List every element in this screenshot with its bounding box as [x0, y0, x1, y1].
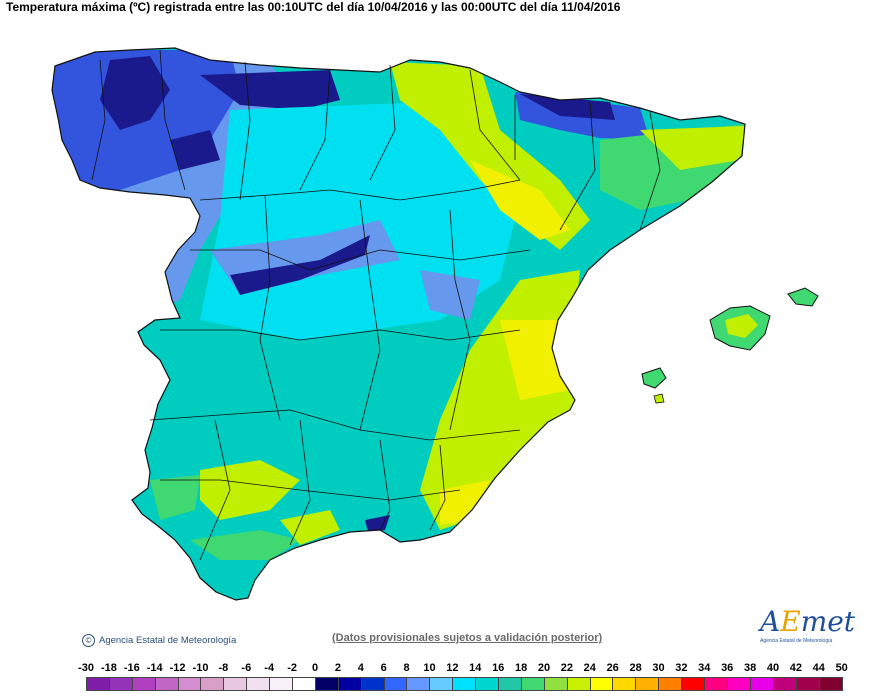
legend-label: 40	[766, 662, 780, 674]
legend-label: 32	[675, 662, 688, 674]
legend-swatch	[178, 678, 202, 690]
legend-label: -4	[264, 662, 275, 674]
legend-labels: -30 -18 -16 -14 -12 -10 -8 -6 -4 -2 0 2 4 6 8 10 12 14 16 1…	[78, 662, 856, 676]
legend-swatch	[773, 678, 797, 690]
legend-swatch	[727, 678, 751, 690]
spain-map-svg	[51, 47, 819, 601]
legend-label: 10	[423, 662, 436, 674]
legend-label: -6	[241, 662, 252, 674]
legend-label: 44	[812, 662, 825, 674]
legend-label: 12	[446, 662, 459, 674]
balearic-islands	[641, 287, 819, 404]
legend-label: -30	[78, 662, 94, 674]
legend-label: 18	[514, 662, 528, 674]
legend-swatch	[682, 678, 706, 690]
legend-label: 30	[652, 662, 665, 674]
legend-label: 26	[606, 662, 619, 674]
legend-swatch	[453, 678, 477, 690]
legend-swatch	[613, 678, 637, 690]
legend-label: 16	[492, 662, 505, 674]
legend-label: -18	[100, 662, 117, 674]
legend-swatch	[544, 678, 568, 690]
legend-label: -2	[287, 662, 297, 674]
legend-swatch	[361, 678, 385, 690]
legend-swatch	[247, 678, 271, 690]
legend-swatch	[476, 678, 500, 690]
legend-swatch	[270, 678, 294, 690]
legend-label: 50	[835, 662, 848, 674]
legend-swatch	[659, 678, 683, 690]
legend-swatch	[750, 678, 774, 690]
legend-swatch	[224, 678, 248, 690]
legend-label: 38	[743, 662, 757, 674]
legend-swatch	[293, 678, 316, 690]
legend-swatch	[132, 678, 156, 690]
legend-label: 14	[469, 662, 482, 674]
legend-swatch	[430, 678, 454, 690]
copyright-icon: ©	[82, 634, 95, 647]
legend-swatch	[384, 678, 408, 690]
temperature-map	[0, 20, 870, 620]
legend-label: -14	[146, 662, 163, 674]
legend-swatch	[155, 678, 179, 690]
legend-label: 4	[357, 662, 364, 674]
legend-label: 0	[311, 662, 319, 674]
aemet-logo-subtitle: Agencia Estatal de Meteorología	[760, 638, 833, 644]
legend-swatch	[109, 678, 133, 690]
map-title: Temperatura máxima (ºC) registrada entre…	[6, 0, 621, 14]
legend-label: 36	[721, 662, 734, 674]
legend-label: 34	[698, 662, 711, 674]
legend-swatch	[567, 678, 591, 690]
aemet-logo-text: AEmet	[760, 605, 856, 638]
agency-credit: © Agencia Estatal de Meteorología	[82, 634, 236, 647]
legend-label: 8	[403, 662, 410, 674]
legend-swatch	[87, 678, 110, 690]
legend-label: 42	[789, 662, 803, 674]
legend-label: -10	[192, 662, 209, 674]
provisional-data-note: (Datos provisionales sujetos a validació…	[332, 632, 603, 644]
legend-label: 28	[629, 662, 642, 674]
legend-label: 2	[334, 662, 341, 674]
legend-swatch	[499, 678, 522, 690]
aemet-logo: AEmet Agencia Estatal de Meteorología	[760, 605, 856, 648]
legend-swatch	[796, 678, 820, 690]
legend-swatch	[315, 678, 339, 690]
mainland-outline	[51, 47, 746, 601]
legend-swatch	[636, 678, 660, 690]
legend-label: 20	[537, 662, 551, 674]
legend-swatch	[819, 678, 843, 690]
legend-label: -8	[218, 662, 229, 674]
legend-swatch	[521, 678, 545, 690]
legend-swatch	[338, 678, 362, 690]
legend-swatch	[201, 678, 225, 690]
legend-label: -16	[123, 662, 140, 674]
temperature-legend: -30 -18 -16 -14 -12 -10 -8 -6 -4 -2 0 2 4 6 8 10 12 14 16 1…	[78, 662, 856, 692]
legend-swatch	[590, 678, 614, 690]
legend-colorbar	[86, 677, 844, 691]
legend-label: 24	[583, 662, 596, 674]
legend-label: 6	[380, 662, 387, 674]
agency-credit-text: Agencia Estatal de Meteorología	[99, 635, 237, 646]
legend-swatch	[407, 678, 431, 690]
province-borders	[91, 49, 661, 561]
legend-swatch	[705, 678, 728, 690]
legend-label: 22	[560, 662, 574, 674]
legend-label: -12	[169, 662, 186, 674]
